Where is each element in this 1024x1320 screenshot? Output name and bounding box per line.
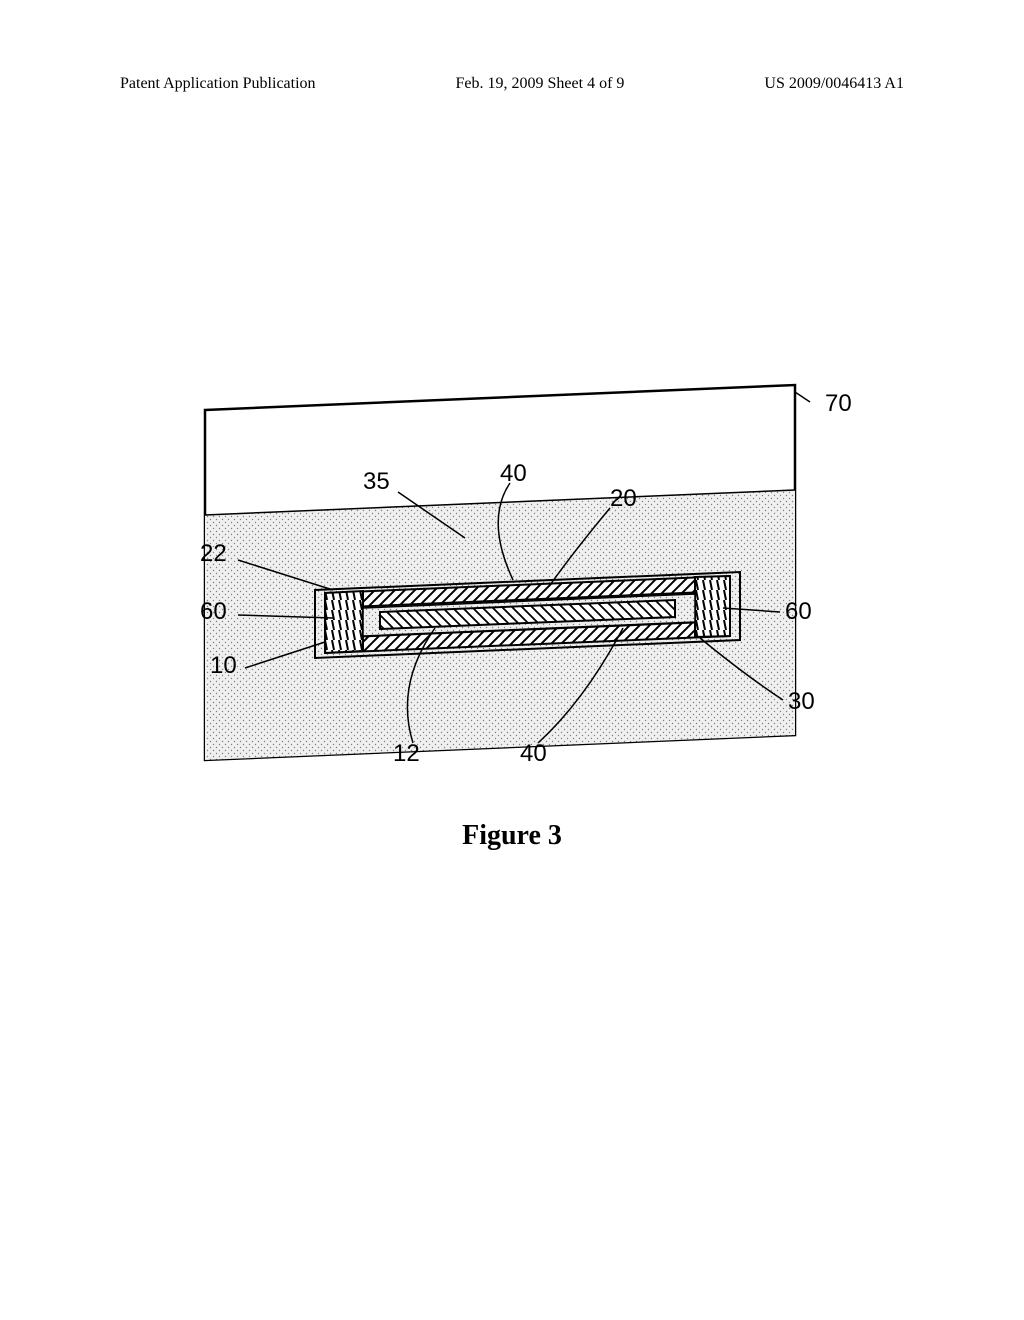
figure-caption: Figure 3 xyxy=(0,820,1024,852)
header-left: Patent Application Publication xyxy=(120,75,316,93)
label-35: 35 xyxy=(363,468,390,496)
header-mid: Feb. 19, 2009 Sheet 4 of 9 xyxy=(456,75,625,93)
label-12: 12 xyxy=(393,740,420,768)
right-side xyxy=(695,576,730,637)
label-40-bottom: 40 xyxy=(520,740,547,768)
label-60-left: 60 xyxy=(200,598,227,626)
label-40-top: 40 xyxy=(500,460,527,488)
label-30: 30 xyxy=(788,688,815,716)
leader-70 xyxy=(795,392,810,402)
label-60-right: 60 xyxy=(785,598,812,626)
figure-svg xyxy=(155,380,855,800)
label-10: 10 xyxy=(210,652,237,680)
page-header: Patent Application Publication Feb. 19, … xyxy=(0,75,1024,93)
header-right: US 2009/0046413 A1 xyxy=(764,75,904,93)
label-20: 20 xyxy=(610,485,637,513)
left-side xyxy=(325,591,363,653)
figure-3: 70 35 40 20 22 60 60 10 30 12 40 xyxy=(155,380,795,790)
label-22: 22 xyxy=(200,540,227,568)
label-70: 70 xyxy=(825,390,852,418)
